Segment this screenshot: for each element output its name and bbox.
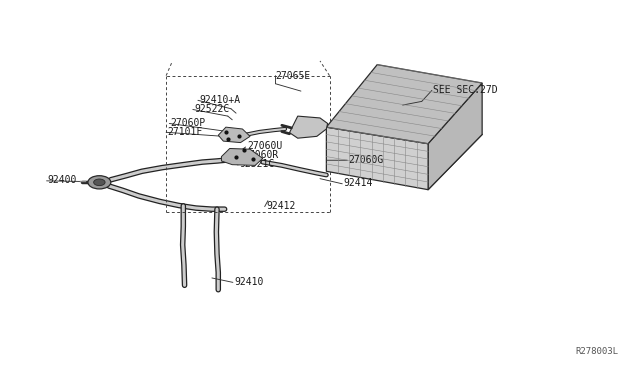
Text: 92521C: 92521C [239, 159, 275, 169]
Polygon shape [289, 116, 328, 138]
Text: 27060R: 27060R [244, 150, 279, 160]
Text: 27060P: 27060P [171, 118, 206, 128]
Text: R278003L: R278003L [576, 347, 619, 356]
Text: 27060U: 27060U [247, 141, 282, 151]
Text: 92414: 92414 [344, 178, 373, 188]
Text: 92522C: 92522C [195, 104, 230, 114]
Polygon shape [218, 127, 250, 142]
Circle shape [93, 179, 105, 186]
Polygon shape [326, 127, 428, 190]
Text: 92410+A: 92410+A [199, 94, 240, 105]
Text: 27101F: 27101F [168, 126, 203, 137]
Polygon shape [326, 65, 482, 144]
Text: 92410: 92410 [234, 277, 264, 287]
Polygon shape [428, 83, 482, 190]
Text: 92412: 92412 [266, 201, 295, 211]
Polygon shape [221, 148, 263, 166]
Text: SEE SEC.27D: SEE SEC.27D [433, 84, 498, 94]
Text: 27060G: 27060G [349, 154, 384, 164]
Text: 27065E: 27065E [275, 71, 311, 81]
Text: 92400: 92400 [48, 175, 77, 185]
Circle shape [88, 176, 111, 189]
